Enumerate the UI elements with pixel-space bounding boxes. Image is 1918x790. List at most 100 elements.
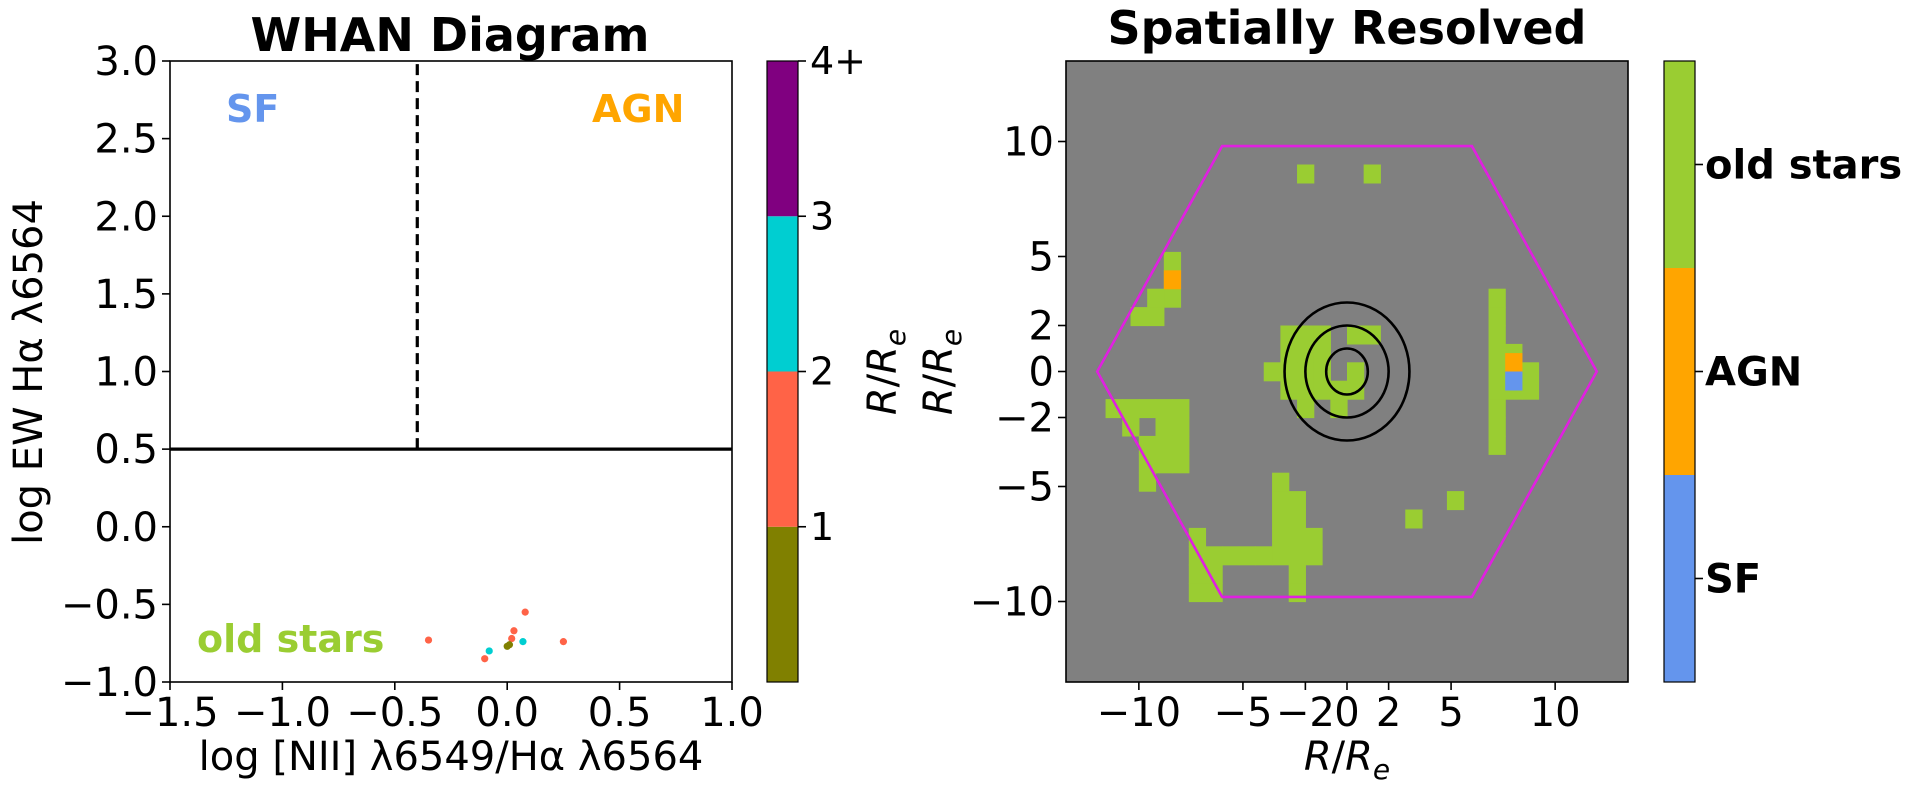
spatial-pixel-old-stars	[1405, 509, 1423, 529]
spatial-pixel-old-stars	[1172, 399, 1190, 419]
spatial-colorbar-bins	[1664, 61, 1695, 682]
spatial-pixel-old-stars	[1163, 251, 1182, 271]
whan-data-point	[510, 627, 518, 635]
whan-x-tick-label: 0.5	[588, 690, 652, 736]
whan-colorbar-tick-label: 4+	[810, 39, 866, 83]
spatial-colorbar-bin	[1664, 475, 1695, 682]
spatial-pixel-old-stars	[1222, 546, 1240, 566]
spatial-pixel-old-stars	[1288, 546, 1306, 566]
whan-scatter-points	[424, 608, 568, 663]
whan-y-tick-label: 0.5	[94, 427, 158, 473]
spatial-pixel-old-stars	[1172, 435, 1190, 455]
spatial-y-tick-label: −10	[970, 580, 1054, 626]
spatial-colorbar-tick-label: AGN	[1705, 350, 1802, 396]
whan-region-label-sf: SF	[226, 87, 279, 131]
spatial-pixel-old-stars	[1521, 362, 1540, 382]
whan-panel: WHAN Diagram −1.5 −1.0 −0.5 0.0 0.5 1.0 −1.0−…	[6, 8, 764, 780]
whan-colorbar-bin	[767, 526, 798, 682]
spatial-pixel-old-stars	[1122, 399, 1140, 419]
spatial-pixel-old-stars	[1155, 399, 1173, 419]
spatial-title: Spatially Resolved	[1108, 1, 1587, 55]
whan-x-tick-label: −1.0	[234, 690, 331, 736]
spatial-pixel-old-stars	[1205, 546, 1223, 566]
spatial-pixel-old-stars	[1446, 491, 1465, 511]
spatial-pixel-old-stars	[1138, 435, 1157, 455]
spatial-pixel-old-stars	[1288, 527, 1306, 547]
spatial-pixel-old-stars	[1155, 417, 1173, 437]
whan-y-tick-label: −0.5	[61, 582, 158, 628]
whan-title: WHAN Diagram	[251, 8, 650, 62]
spatial-pixel-old-stars	[1238, 546, 1257, 566]
whan-data-point	[521, 608, 529, 616]
whan-data-point	[424, 636, 433, 644]
spatial-x-tick-label: −5	[1213, 690, 1272, 736]
spatial-pixel-old-stars	[1297, 399, 1315, 419]
whan-data-point	[559, 638, 568, 646]
spatial-colorbar-bin	[1664, 268, 1695, 475]
whan-colorbar-tick-label: 1	[810, 505, 834, 549]
spatial-pixel-old-stars	[1330, 399, 1348, 419]
whan-plot-area	[170, 61, 732, 682]
whan-data-point	[505, 641, 514, 649]
spatial-pixel-old-stars	[1297, 164, 1315, 184]
spatial-pixel-old-stars	[1297, 325, 1315, 345]
spatial-pixel-old-stars	[1347, 325, 1365, 345]
spatial-pixel-old-stars	[1488, 399, 1506, 419]
spatial-pixel-old-stars	[1188, 583, 1207, 603]
spatial-pixel-old-stars	[1105, 399, 1123, 419]
spatial-pixel-old-stars	[1272, 472, 1290, 492]
whan-x-tick-label: −0.5	[346, 690, 443, 736]
spatial-pixel-old-stars	[1130, 307, 1148, 327]
spatial-y-ticks: −10 −5 −202 5 10	[970, 120, 1066, 626]
whan-x-ticks: −1.5 −1.0 −0.5 0.0 0.5 1.0	[121, 682, 764, 736]
spatial-pixel-old-stars	[1272, 491, 1290, 511]
spatial-colorbar-ticks: SF AGN old stars	[1695, 143, 1902, 603]
whan-data-point	[508, 634, 516, 643]
spatial-pixel-sf	[1505, 371, 1523, 391]
spatial-pixel-old-stars	[1155, 454, 1173, 474]
whan-colorbar-bin	[767, 371, 798, 527]
spatial-pixel-old-stars	[1521, 380, 1540, 400]
spatial-y-tick-label: 10	[1003, 120, 1054, 166]
spatial-y-axis-label: R/Re	[916, 329, 968, 415]
spatial-pixel-old-stars	[1305, 546, 1323, 566]
spatial-x-tick-label: 5	[1438, 690, 1463, 736]
ifu-hexagon-outline	[1095, 144, 1599, 599]
spatial-pixel-old-stars	[1205, 564, 1223, 584]
spatial-colorbar-tick-label: old stars	[1705, 143, 1902, 189]
spatial-pixel-old-stars	[1147, 288, 1165, 308]
spatial-pixel-old-stars	[1272, 546, 1290, 566]
spatial-pixel-old-stars	[1347, 362, 1365, 382]
spatial-pixel-old-stars	[1138, 472, 1157, 492]
spatial-pixel-old-stars	[1488, 288, 1506, 308]
spatial-colorbar-tick-label: SF	[1705, 557, 1761, 603]
spatial-pixel-old-stars	[1272, 527, 1290, 547]
spatial-pixel-old-stars	[1138, 399, 1157, 419]
whan-y-tick-label: 3.0	[94, 39, 158, 85]
spatial-pixel-old-stars	[1147, 307, 1165, 327]
whan-y-ticks: −1.0 −0.5 0.0 0.5 1.0 1.5 2.0 2.5 3.0	[61, 39, 170, 706]
whan-x-tick-label: 1.0	[700, 690, 764, 736]
spatial-pixel-old-stars	[1255, 546, 1273, 566]
whan-colorbar-bin	[767, 216, 798, 372]
whan-x-tick-label: 0.0	[475, 690, 539, 736]
spatial-y-tick-label: −2	[995, 396, 1054, 442]
spatial-pixel-old-stars	[1313, 380, 1331, 400]
whan-colorbar-bin	[767, 61, 798, 217]
spatial-pixel-old-stars	[1263, 362, 1281, 382]
spatial-pixel-old-stars	[1488, 380, 1506, 400]
spatial-pixel-old-stars	[1488, 325, 1506, 345]
whan-colorbar-ticks: 1 2 3 4+	[798, 39, 866, 549]
whan-y-tick-label: −1.0	[61, 660, 158, 706]
whan-data-point	[485, 647, 493, 655]
spatial-pixel-old-stars	[1188, 564, 1207, 584]
spatial-pixel-old-stars	[1172, 417, 1190, 437]
spatial-pixel-old-stars	[1488, 343, 1506, 363]
whan-y-axis-label: log EW Hα λ6564	[6, 199, 52, 545]
effective-radius-ellipse	[1304, 324, 1390, 419]
spatial-pixel-old-stars	[1488, 362, 1506, 382]
spatial-x-axis-label: R/Re	[1304, 734, 1390, 786]
spatial-y-tick-label: 0	[1029, 350, 1054, 396]
whan-colorbar-bins	[767, 61, 798, 682]
